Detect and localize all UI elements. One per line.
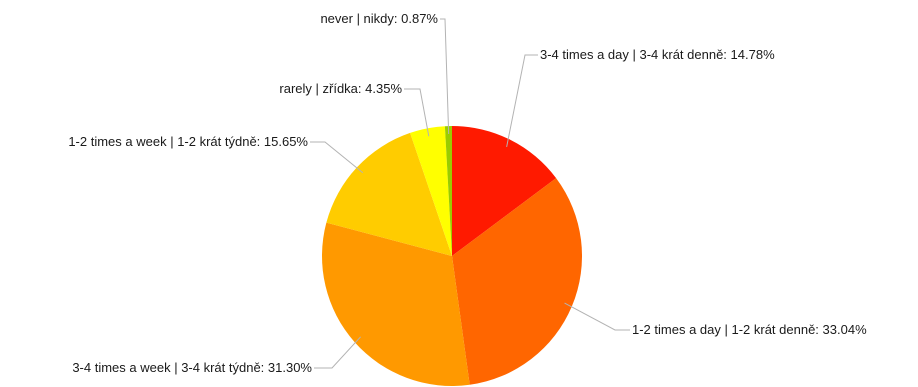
slice-label: 1-2 times a day | 1-2 krát denně: 33.04% — [632, 322, 867, 337]
leader-line — [404, 88, 430, 137]
leader-line — [564, 302, 630, 331]
pie-slice — [452, 178, 582, 385]
pie-slice — [452, 126, 557, 256]
leader-line — [440, 18, 450, 135]
pie-slice — [410, 126, 452, 257]
slice-label: 3-4 times a week | 3-4 krát týdně: 31.30… — [72, 360, 312, 375]
leader-line — [310, 141, 364, 174]
slice-label: never | nikdy: 0.87% — [320, 11, 438, 26]
slice-label: 1-2 times a week | 1-2 krát týdně: 15.65… — [68, 134, 308, 149]
slice-labels: 3-4 times a day | 3-4 krát denně: 14.78%… — [68, 11, 867, 375]
slice-label: rarely | zřídka: 4.35% — [279, 81, 402, 96]
leader-line — [314, 336, 361, 369]
pie-slice — [322, 222, 470, 386]
pie-slice — [326, 132, 452, 256]
leader-line — [506, 54, 538, 148]
pie-slice — [444, 126, 452, 256]
leader-lines — [310, 18, 630, 369]
pie-slices — [322, 126, 582, 386]
slice-label: 3-4 times a day | 3-4 krát denně: 14.78% — [540, 47, 775, 62]
